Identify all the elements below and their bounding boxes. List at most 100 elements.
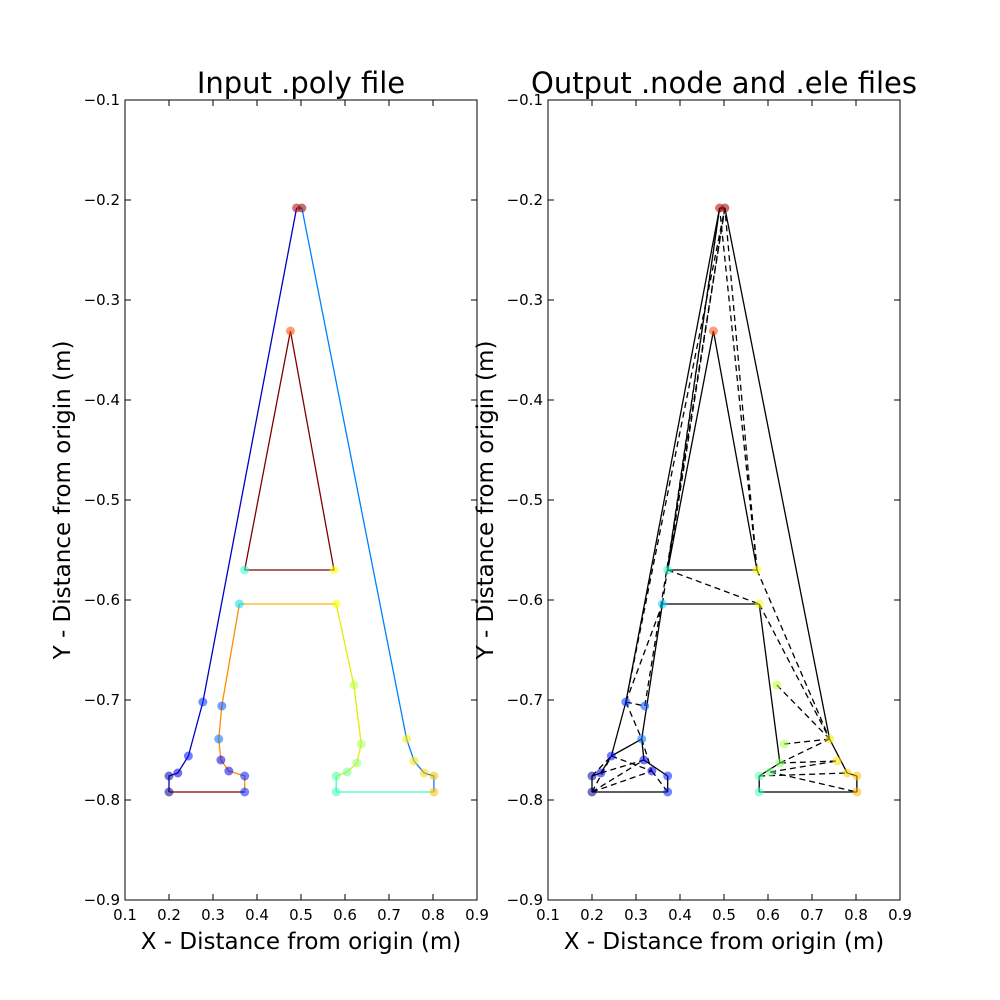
poly-segment bbox=[168, 207, 298, 792]
mesh-edge bbox=[667, 330, 715, 571]
x-tick-label: 0.1 bbox=[536, 906, 560, 924]
node-point bbox=[297, 203, 307, 213]
mesh-edge-dashed bbox=[625, 603, 664, 703]
x-tick-label: 0.7 bbox=[377, 906, 401, 924]
mesh-edge-dashed bbox=[625, 207, 726, 703]
node-point bbox=[587, 787, 597, 797]
x-tick-label: 0.4 bbox=[668, 906, 692, 924]
mesh-edge-dashed bbox=[759, 772, 848, 777]
node-point bbox=[285, 326, 295, 336]
node-point bbox=[754, 771, 764, 781]
node-point bbox=[663, 771, 673, 781]
mesh-edge bbox=[643, 759, 669, 777]
x-tick-label: 0.5 bbox=[712, 906, 736, 924]
x-tick-label: 0.4 bbox=[245, 906, 269, 924]
x-tick-label: 0.3 bbox=[624, 906, 648, 924]
mesh-edge bbox=[610, 701, 627, 757]
node-point bbox=[329, 565, 339, 575]
node-point bbox=[852, 787, 862, 797]
node-point bbox=[606, 751, 616, 761]
output-mesh-panel: 0.1 0.2 0.3 0.4 0.5 0.6 0.7 0.8 0.9 −0.1 −0.2 −0.3… bbox=[473, 66, 917, 955]
poly-nodes bbox=[164, 203, 439, 797]
y-tick-label: −0.4 bbox=[84, 391, 120, 409]
x-tick-label: 0.8 bbox=[421, 906, 445, 924]
x-tick-label: 0.3 bbox=[201, 906, 225, 924]
node-point bbox=[331, 599, 341, 609]
y-tick-label: −0.4 bbox=[507, 391, 543, 409]
node-point bbox=[224, 766, 234, 776]
input-poly-panel: 0.1 0.2 0.3 0.4 0.5 0.6 0.7 0.8 0.9 −0.1 −0.2 −0.3… bbox=[50, 66, 489, 955]
x-axis-label: X - Distance from origin (m) bbox=[141, 929, 462, 955]
node-point bbox=[720, 203, 730, 213]
x-ticks: 0.1 0.2 0.3 0.4 0.5 0.6 0.7 0.8 0.9 bbox=[536, 100, 912, 924]
mesh-edge bbox=[641, 603, 664, 740]
mesh-edge-dashed bbox=[667, 207, 721, 571]
node-point bbox=[409, 756, 419, 766]
node-point bbox=[429, 787, 439, 797]
y-tick-label: −0.3 bbox=[507, 291, 543, 309]
node-point bbox=[234, 599, 244, 609]
node-point bbox=[621, 697, 631, 707]
node-point bbox=[772, 680, 782, 690]
mesh-edge-dashed bbox=[667, 569, 760, 605]
y-tick-label: −0.2 bbox=[507, 191, 543, 209]
mesh-edge-dashed bbox=[611, 755, 653, 772]
y-tick-label: −0.1 bbox=[507, 91, 543, 109]
x-ticks: 0.1 0.2 0.3 0.4 0.5 0.6 0.7 0.8 0.9 bbox=[113, 100, 489, 924]
poly-segment bbox=[335, 603, 362, 777]
y-tick-label: −0.1 bbox=[84, 91, 120, 109]
poly-segment bbox=[244, 330, 335, 571]
mesh-edge-dashed bbox=[591, 755, 612, 777]
node-point bbox=[596, 768, 606, 778]
node-point bbox=[832, 756, 842, 766]
node-point bbox=[752, 565, 762, 575]
node-point bbox=[754, 599, 764, 609]
node-point bbox=[639, 755, 649, 765]
node-point bbox=[779, 739, 789, 749]
node-point bbox=[352, 758, 362, 768]
x-tick-label: 0.1 bbox=[113, 906, 137, 924]
x-tick-label: 0.9 bbox=[465, 906, 489, 924]
x-tick-label: 0.9 bbox=[888, 906, 912, 924]
mesh-edge bbox=[712, 330, 758, 571]
x-tick-label: 0.8 bbox=[844, 906, 868, 924]
node-point bbox=[331, 771, 341, 781]
y-tick-label: −0.9 bbox=[507, 891, 543, 909]
mesh-edge bbox=[724, 207, 831, 740]
node-point bbox=[349, 680, 359, 690]
node-point bbox=[587, 771, 597, 781]
node-point bbox=[214, 734, 224, 744]
node-point bbox=[765, 767, 775, 777]
node-point bbox=[657, 599, 667, 609]
node-point bbox=[198, 697, 208, 707]
chart-title: Input .poly file bbox=[197, 66, 405, 100]
mesh-edge-dashed bbox=[776, 684, 831, 740]
mesh-edge-dashed bbox=[724, 207, 758, 571]
mesh-edge-dashed bbox=[718, 207, 758, 571]
mesh-nodes bbox=[587, 203, 862, 797]
y-tick-label: −0.5 bbox=[84, 491, 120, 509]
plot-frame bbox=[124, 99, 478, 901]
y-tick-label: −0.7 bbox=[84, 691, 120, 709]
y-tick-label: −0.6 bbox=[507, 591, 543, 609]
node-point bbox=[342, 767, 352, 777]
node-point bbox=[217, 701, 227, 711]
node-point bbox=[331, 787, 341, 797]
node-point bbox=[842, 768, 852, 778]
node-point bbox=[164, 787, 174, 797]
mesh-edges bbox=[591, 207, 858, 793]
node-point bbox=[637, 734, 647, 744]
x-tick-label: 0.6 bbox=[756, 906, 780, 924]
node-point bbox=[852, 771, 862, 781]
y-tick-label: −0.6 bbox=[84, 591, 120, 609]
x-tick-label: 0.6 bbox=[333, 906, 357, 924]
node-point bbox=[402, 734, 412, 744]
poly-edges bbox=[168, 207, 435, 793]
node-point bbox=[640, 701, 650, 711]
mesh-edge-dashed bbox=[667, 207, 726, 571]
mesh-edge-dashed bbox=[770, 760, 838, 773]
y-tick-label: −0.7 bbox=[507, 691, 543, 709]
x-tick-label: 0.7 bbox=[800, 906, 824, 924]
mesh-edge-dashed bbox=[625, 701, 643, 740]
mesh-edge bbox=[625, 207, 721, 703]
